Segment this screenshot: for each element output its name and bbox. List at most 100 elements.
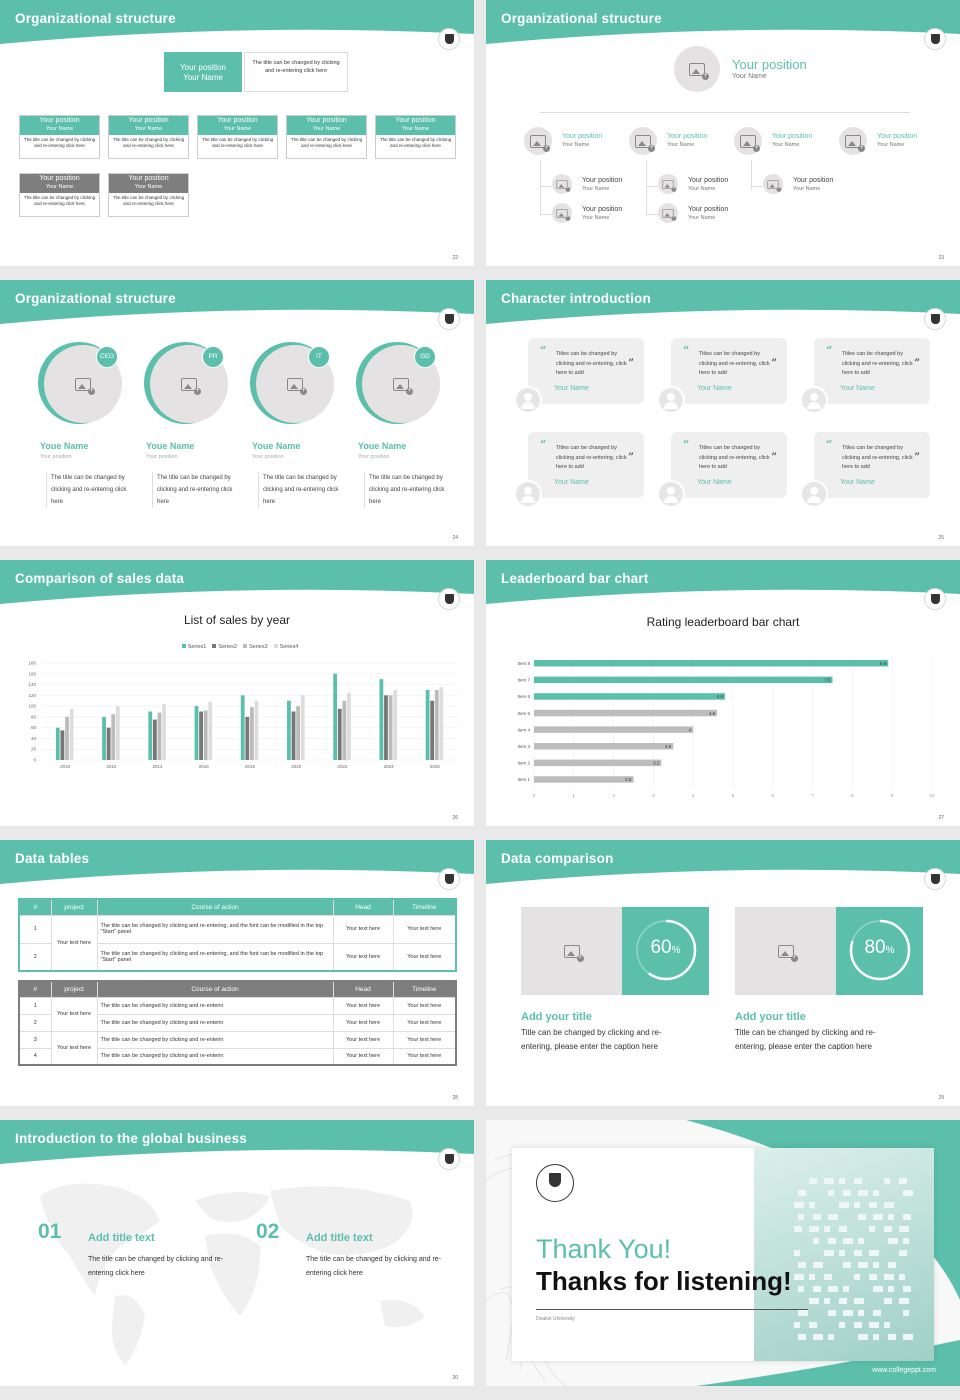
- slide-sales-comparison[interactable]: Comparison of sales data List of sales b…: [0, 560, 474, 826]
- building-window: [873, 1262, 879, 1268]
- chart-legend: Series1 Series2 Series3 Series4: [0, 644, 474, 650]
- position: Your position: [582, 177, 623, 184]
- slide-data-comparison[interactable]: Data comparison 60% Add your title Title c…: [486, 840, 960, 1106]
- data-table-2: # project Course of action Head Timeline…: [18, 980, 457, 1066]
- bar: [384, 695, 388, 760]
- building-window: [809, 1178, 817, 1184]
- ring-progress: [849, 919, 911, 981]
- slide-leaderboard[interactable]: Leaderboard bar chart Rating leaderboard…: [486, 560, 960, 826]
- position-label: Your position Your Name: [688, 177, 728, 193]
- org-card-header: Your position Your Name: [376, 116, 455, 135]
- position-label: Your position Your Name: [667, 133, 707, 149]
- image-placeholder-icon[interactable]: [735, 907, 836, 995]
- bar: [69, 708, 74, 760]
- cell-num: 4: [18, 1047, 52, 1066]
- name: Your Name: [45, 183, 74, 190]
- bar: [379, 679, 384, 760]
- slide-org-structure-3[interactable]: Organizational structure CEO Youe Name You…: [0, 280, 474, 546]
- slide-title: Comparison of sales data: [15, 571, 185, 586]
- slide-org-structure-1[interactable]: Organizational structure Your position Y…: [0, 0, 474, 266]
- chart-title: List of sales by year: [183, 613, 291, 627]
- name: Your Name: [134, 183, 163, 190]
- image-placeholder-icon[interactable]: [629, 127, 657, 155]
- y-tick-label: 0: [33, 758, 36, 763]
- quote-icon: ”: [628, 452, 634, 463]
- position: Your position: [39, 117, 80, 124]
- name: Your Name: [732, 73, 767, 80]
- bar: [152, 719, 157, 760]
- image-placeholder-icon[interactable]: [552, 203, 572, 223]
- cell-head: Your text here: [332, 1047, 394, 1066]
- member-desc: The title can be changed by clicking and…: [364, 472, 450, 508]
- bar: [534, 709, 718, 717]
- building-window: [798, 1334, 806, 1340]
- percent-value: 80%: [836, 937, 923, 959]
- cell-timeline: Your text here: [392, 942, 457, 972]
- org-card-desc: The title can be changed by clicking and…: [23, 137, 96, 148]
- university-logo-icon: [438, 308, 460, 330]
- position: Your position: [128, 117, 169, 124]
- bar: [425, 689, 430, 760]
- quote-card: “ ” Titles can be changed by clicking and …: [814, 338, 930, 404]
- name: Your Name: [793, 186, 821, 192]
- slide-character-intro[interactable]: Character introduction “” Titles can be c…: [486, 280, 960, 546]
- building-window: [854, 1298, 864, 1304]
- building-window: [824, 1178, 834, 1184]
- bar: [240, 695, 245, 760]
- building-window: [869, 1274, 877, 1280]
- cell-head: Your text here: [332, 996, 394, 1015]
- bar: [296, 706, 301, 760]
- category-label: Item 1: [517, 777, 530, 782]
- name: Your Name: [688, 215, 716, 221]
- image-placeholder-icon[interactable]: [658, 174, 678, 194]
- x-tick-label: 2022: [337, 764, 348, 769]
- building-window: [903, 1238, 909, 1244]
- slide-thank-you[interactable]: Thank You! Thanks for listening! Deakin …: [486, 1120, 960, 1386]
- position: Your position: [217, 117, 258, 124]
- bar: [434, 689, 439, 760]
- building-window: [884, 1178, 890, 1184]
- building-window: [854, 1178, 862, 1184]
- position-label: Your position Your Name: [562, 133, 602, 149]
- cell-head: Your text here: [332, 1030, 394, 1049]
- comparison-title: Add your title: [735, 1011, 806, 1023]
- bar: [208, 701, 213, 760]
- quote-card: “ ” Titles can be changed by clicking and …: [528, 432, 644, 498]
- col-header: Course of action: [96, 898, 334, 916]
- cell-action: The title can be changed by clicking and…: [96, 1013, 334, 1032]
- category-label: Item 2: [517, 761, 530, 766]
- slide-org-structure-2[interactable]: Organizational structure Your position Y…: [486, 0, 960, 266]
- image-placeholder-icon[interactable]: [763, 174, 783, 194]
- page-number: 30: [452, 1375, 458, 1381]
- position-label: Your position Your Name: [877, 133, 917, 149]
- position-label: Your position Your Name: [772, 133, 812, 149]
- x-tick-label: 8: [851, 793, 854, 798]
- building-window: [839, 1250, 845, 1256]
- slide-global-business[interactable]: Introduction to the global business 01 Ad…: [0, 1120, 474, 1386]
- building-window: [888, 1214, 894, 1220]
- name: Your Name: [312, 125, 341, 132]
- image-placeholder-icon[interactable]: [552, 174, 572, 194]
- building-window: [828, 1190, 834, 1196]
- y-tick-label: 40: [31, 736, 37, 741]
- slide-title: Data tables: [15, 851, 90, 866]
- building-window: [828, 1238, 836, 1244]
- image-placeholder-icon[interactable]: [839, 127, 867, 155]
- col-header: Timeline: [392, 980, 457, 998]
- position: Your position: [395, 117, 436, 124]
- building-window: [794, 1250, 800, 1256]
- image-placeholder-icon[interactable]: [521, 907, 622, 995]
- image-placeholder-icon[interactable]: [524, 127, 552, 155]
- image-placeholder-icon[interactable]: [734, 127, 762, 155]
- image-placeholder-icon[interactable]: [658, 203, 678, 223]
- name: Your Name: [223, 125, 252, 132]
- image-placeholder-icon[interactable]: [674, 46, 720, 92]
- slide-title: Leaderboard bar chart: [501, 571, 649, 586]
- slide-title: Introduction to the global business: [15, 1131, 247, 1146]
- category-label: Item 6: [517, 694, 530, 699]
- x-tick-label: 4: [692, 793, 695, 798]
- col-header: #: [18, 898, 52, 916]
- x-tick-label: 2010: [60, 764, 71, 769]
- slide-data-tables[interactable]: Data tables # project Course of action H…: [0, 840, 474, 1106]
- x-tick-label: 2: [612, 793, 615, 798]
